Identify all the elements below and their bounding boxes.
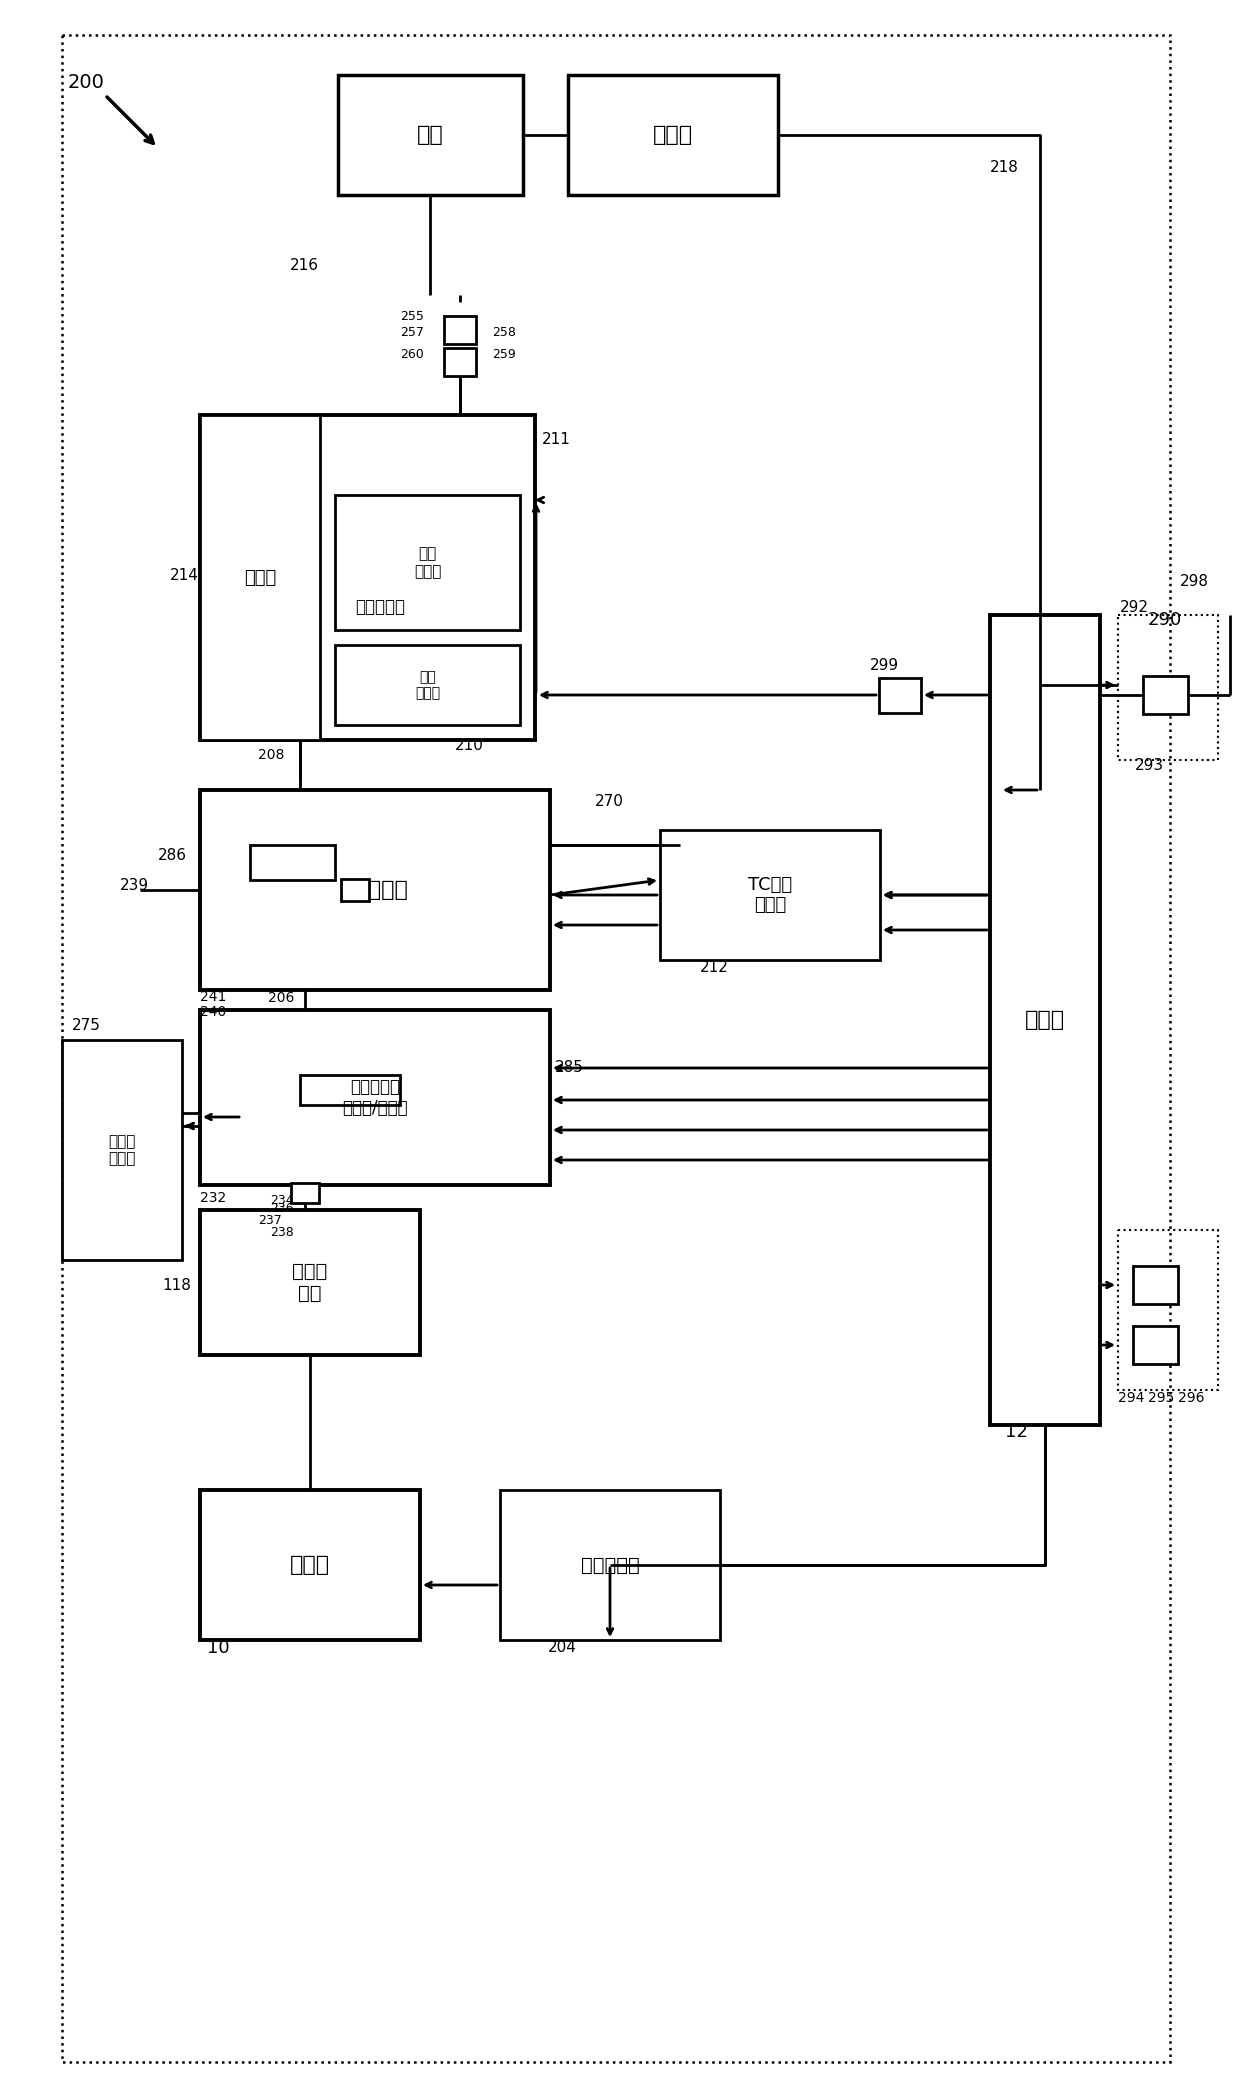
Text: 214: 214 [170, 568, 198, 583]
Text: 241: 241 [200, 990, 227, 1004]
Text: 259: 259 [492, 348, 516, 361]
Bar [1142, 675, 1188, 713]
Text: 涡轮
离合器: 涡轮 离合器 [414, 547, 441, 579]
Text: 293: 293 [1135, 757, 1164, 772]
Text: 车轮: 车轮 [417, 126, 444, 145]
Bar [990, 614, 1100, 1426]
Text: 292: 292 [1120, 600, 1149, 614]
Text: 255: 255 [401, 310, 424, 323]
Text: 204: 204 [548, 1640, 577, 1655]
Text: 216: 216 [290, 258, 319, 273]
Bar [200, 1491, 420, 1640]
Text: 传动系集成
起动机/发电机: 传动系集成 起动机/发电机 [342, 1078, 408, 1118]
Text: 211: 211 [542, 432, 570, 447]
Bar [568, 75, 777, 195]
Text: 218: 218 [990, 161, 1019, 176]
Bar [444, 317, 476, 344]
Text: 200: 200 [68, 73, 105, 92]
Bar [291, 1183, 319, 1204]
Text: 285: 285 [556, 1061, 584, 1076]
Bar [1118, 1231, 1218, 1390]
Text: 239: 239 [120, 877, 149, 893]
Text: 298: 298 [1180, 575, 1209, 589]
Bar [62, 1040, 182, 1260]
Bar [1132, 1267, 1178, 1304]
Text: 257: 257 [401, 327, 424, 340]
Bar [1132, 1325, 1178, 1363]
Text: 232: 232 [200, 1191, 226, 1206]
Bar [879, 677, 921, 713]
Bar [200, 415, 320, 740]
Bar [200, 1210, 420, 1355]
Text: 液力变矩器: 液力变矩器 [341, 881, 408, 900]
Text: 237: 237 [258, 1214, 281, 1227]
Text: 258: 258 [492, 327, 516, 340]
Text: 240: 240 [200, 1004, 226, 1019]
Text: 299: 299 [870, 658, 899, 673]
Text: 270: 270 [595, 795, 624, 809]
Bar [300, 1076, 401, 1105]
Text: 制动器: 制动器 [653, 126, 693, 145]
Text: 208: 208 [258, 749, 284, 761]
Text: 118: 118 [162, 1277, 191, 1292]
Bar [500, 1491, 720, 1640]
Bar [200, 1011, 551, 1185]
Text: 12: 12 [1004, 1424, 1028, 1441]
Text: 295: 295 [1148, 1390, 1174, 1405]
Text: 210: 210 [455, 738, 484, 753]
Text: 294: 294 [1118, 1390, 1145, 1405]
Bar [200, 791, 551, 990]
Bar [62, 36, 1171, 2061]
Text: 转矩致动器: 转矩致动器 [580, 1556, 640, 1575]
Bar [341, 879, 370, 902]
Bar [1118, 614, 1218, 759]
Text: TC锁止
离合器: TC锁止 离合器 [748, 877, 792, 914]
Bar [335, 495, 520, 629]
Text: 自动变速器: 自动变速器 [355, 598, 405, 617]
Text: 236: 236 [270, 1202, 294, 1214]
Text: 前进
离合器: 前进 离合器 [415, 669, 440, 700]
Bar [250, 845, 335, 881]
Text: 212: 212 [701, 960, 729, 975]
Text: 206: 206 [268, 992, 294, 1004]
Text: 发动机: 发动机 [290, 1556, 330, 1575]
Text: 238: 238 [270, 1225, 294, 1239]
Bar [335, 646, 520, 726]
Bar [444, 348, 476, 375]
Text: 电能储
存装置: 电能储 存装置 [108, 1134, 135, 1166]
Text: 234: 234 [270, 1193, 294, 1206]
Text: 双质量
飞轮: 双质量 飞轮 [293, 1262, 327, 1302]
Text: 275: 275 [72, 1017, 100, 1032]
Bar [660, 830, 880, 960]
Text: 10: 10 [207, 1640, 229, 1657]
Bar [200, 415, 534, 740]
Text: 290: 290 [1148, 610, 1182, 629]
Text: 控制器: 控制器 [1025, 1011, 1065, 1030]
Text: 296: 296 [1178, 1390, 1204, 1405]
Text: 286: 286 [157, 847, 187, 862]
Bar [339, 75, 523, 195]
Text: 机油泵: 机油泵 [244, 568, 277, 587]
Text: 260: 260 [401, 348, 424, 361]
